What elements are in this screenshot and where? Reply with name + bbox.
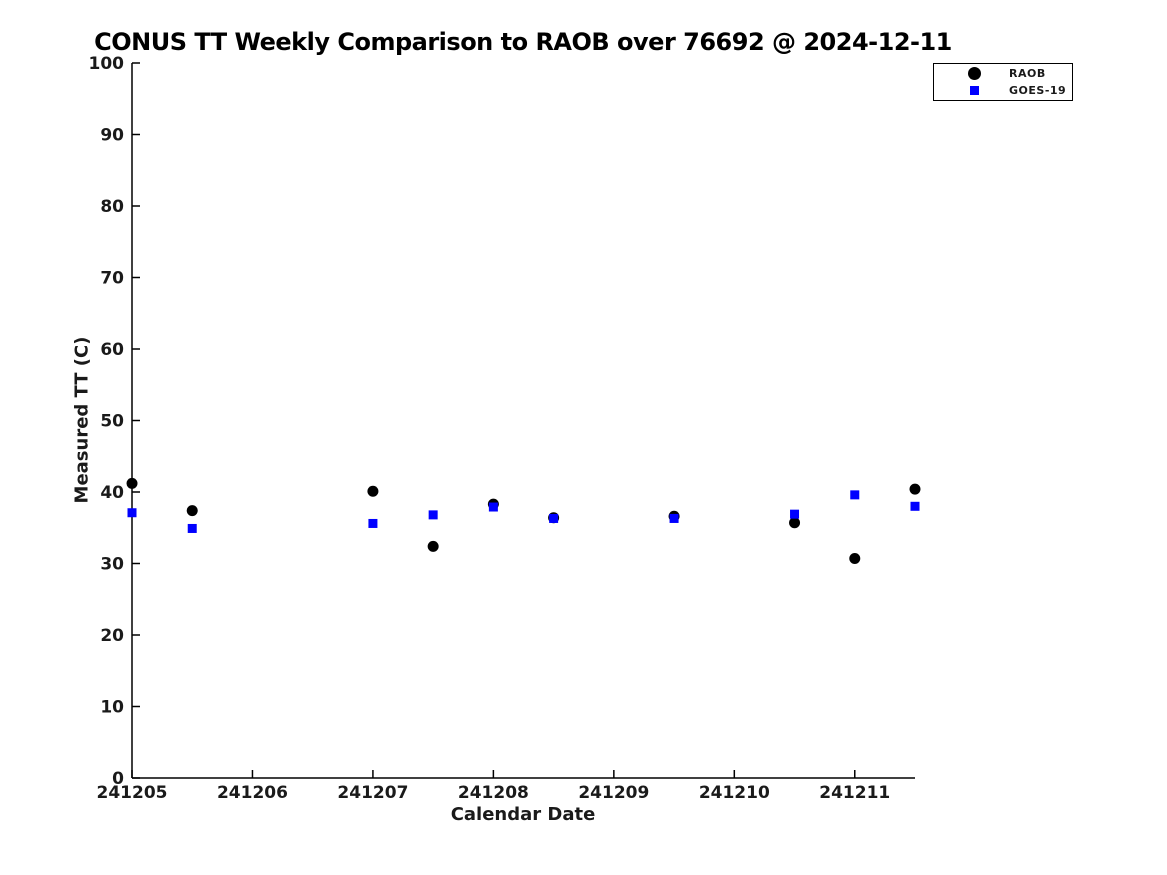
y-axis-label: Measured TT (C): [71, 336, 93, 504]
raob-point: [367, 485, 379, 497]
y-tick-label: 80: [100, 197, 124, 217]
y-tick-label: 90: [100, 126, 124, 146]
raob-point: [186, 505, 198, 517]
x-tick-label: 241206: [217, 783, 288, 803]
goes-19-square-marker-icon: [969, 86, 979, 95]
goes-19-point: [368, 518, 378, 528]
y-tick-label: 10: [100, 698, 124, 718]
raob-point: [849, 552, 861, 564]
x-tick-label: 241211: [819, 783, 890, 803]
goes-19-point: [669, 513, 679, 523]
y-tick-label: 60: [100, 340, 124, 360]
goes-19-point: [187, 523, 197, 533]
goes-19-point: [428, 510, 438, 520]
y-tick-label: 100: [89, 54, 125, 74]
y-tick-label: 20: [100, 626, 124, 646]
x-tick-label: 241210: [699, 783, 770, 803]
goes-19-point: [850, 490, 860, 500]
legend-label-raob: RAOB: [1009, 67, 1046, 80]
goes-19-point: [549, 513, 559, 523]
y-tick-label: 50: [100, 412, 124, 432]
goes-19-point: [488, 502, 498, 512]
y-tick-label: 40: [100, 483, 124, 503]
y-tick-label: 30: [100, 555, 124, 575]
x-tick-label: 241207: [337, 783, 408, 803]
raob-circle-marker-icon: [967, 67, 981, 80]
goes-19-point: [127, 508, 137, 518]
goes-19-point: [790, 509, 800, 519]
legend-item-goes-19: GOES-19: [934, 82, 1072, 99]
raob-point: [427, 540, 439, 552]
y-tick-label: 0: [112, 769, 124, 789]
x-tick-label: 241205: [97, 783, 168, 803]
legend-label-goes-19: GOES-19: [1009, 84, 1067, 97]
chart-title: CONUS TT Weekly Comparison to RAOB over …: [94, 28, 952, 56]
y-tick-label: 70: [100, 269, 124, 289]
raob-point: [789, 517, 801, 529]
goes-19-point: [910, 501, 920, 511]
x-tick-label: 241209: [578, 783, 649, 803]
raob-point: [909, 483, 921, 495]
x-axis-label: Calendar Date: [450, 804, 596, 825]
legend-item-raob: RAOB: [934, 65, 1072, 82]
raob-point: [126, 477, 138, 489]
legend: RAOB GOES-19: [933, 63, 1073, 101]
x-tick-label: 241208: [458, 783, 529, 803]
